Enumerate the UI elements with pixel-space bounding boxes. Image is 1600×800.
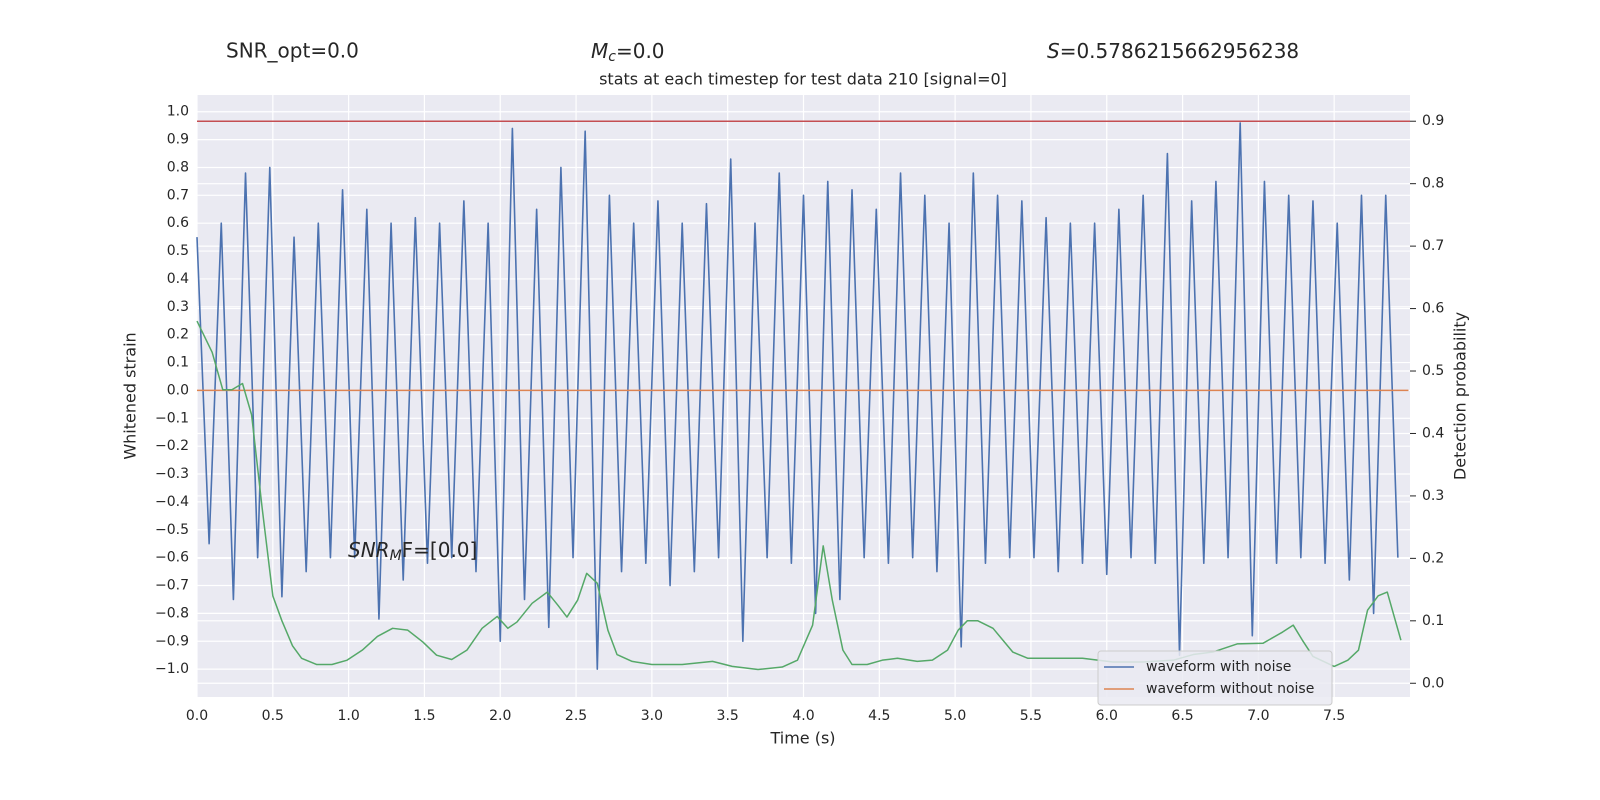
x-tick-label: 0.5 bbox=[262, 708, 284, 724]
y-tick-label: −0.1 bbox=[155, 410, 189, 426]
y-tick-label: 0.7 bbox=[167, 187, 189, 203]
x-tick-label: 1.5 bbox=[413, 708, 435, 724]
y-tick-label: −1.0 bbox=[155, 661, 189, 677]
y-tick-label: 0.5 bbox=[167, 243, 189, 259]
x-tick-label: 7.5 bbox=[1323, 708, 1345, 724]
y2-tick-label: 0.2 bbox=[1422, 550, 1444, 566]
y-tick-label: 1.0 bbox=[167, 104, 189, 120]
x-tick-label: 2.5 bbox=[565, 708, 587, 724]
y2-tick-label: 0.0 bbox=[1422, 675, 1444, 691]
legend-box bbox=[1097, 650, 1333, 706]
y-tick-label: −0.2 bbox=[155, 438, 189, 454]
value: =0.5786215662956238 bbox=[1060, 39, 1299, 63]
y-tick-label: 0.2 bbox=[167, 327, 189, 343]
y-tick-label: 0.9 bbox=[167, 132, 189, 148]
y2-axis-label: Detection probability bbox=[1451, 312, 1470, 480]
y-tick-label: −0.7 bbox=[155, 578, 189, 594]
x-tick-label: 7.0 bbox=[1247, 708, 1269, 724]
y-tick-label: 0.3 bbox=[167, 299, 189, 315]
legend-label: waveform with noise bbox=[1146, 659, 1291, 675]
y2-tick-label: 0.4 bbox=[1422, 425, 1444, 441]
y-tick-label: −0.3 bbox=[155, 466, 189, 482]
y2-tick-label: 0.7 bbox=[1422, 238, 1444, 254]
x-tick-label: 0.0 bbox=[186, 708, 208, 724]
x-tick-label: 6.5 bbox=[1171, 708, 1193, 724]
series-line bbox=[196, 122, 1399, 670]
x-tick-label: 1.0 bbox=[337, 708, 359, 724]
subscript: M bbox=[390, 548, 402, 564]
x-tick-label: 5.5 bbox=[1020, 708, 1042, 724]
y-tick-label: 0.4 bbox=[167, 271, 189, 287]
x-tick-label: 4.5 bbox=[868, 708, 890, 724]
y-axis-label: Whitened strain bbox=[121, 332, 140, 459]
subscript: c bbox=[608, 49, 616, 65]
symbol: M bbox=[591, 39, 608, 63]
y-tick-label: 0.0 bbox=[167, 382, 189, 398]
y-tick-label: −0.8 bbox=[155, 605, 189, 621]
symbol: S bbox=[1047, 39, 1060, 63]
score: S=0.5786215662956238 bbox=[1047, 39, 1299, 63]
y-tick-label: 0.1 bbox=[167, 355, 189, 371]
x-tick-label: 3.0 bbox=[641, 708, 663, 724]
y-tick-label: −0.9 bbox=[155, 633, 189, 649]
y-tick-label: −0.6 bbox=[155, 550, 189, 566]
y-tick-label: 0.8 bbox=[167, 159, 189, 175]
y-tick-label: 0.6 bbox=[167, 215, 189, 231]
x-tick-label: 6.0 bbox=[1096, 708, 1118, 724]
snr-opt: SNR_opt=0.0 bbox=[226, 39, 359, 63]
value: F=[0.0] bbox=[402, 538, 478, 562]
legend-label: waveform without noise bbox=[1146, 681, 1314, 697]
y2-tick-label: 0.5 bbox=[1422, 363, 1444, 379]
x-tick-label: 2.0 bbox=[489, 708, 511, 724]
y2-tick-label: 0.8 bbox=[1422, 176, 1444, 192]
x-tick-label: 5.0 bbox=[944, 708, 966, 724]
annotation: SNRMF=[0.0] bbox=[348, 538, 477, 565]
x-tick-label: 4.0 bbox=[792, 708, 814, 724]
y-tick-label: −0.5 bbox=[155, 522, 189, 538]
chirp-mass: Mc=0.0 bbox=[591, 39, 665, 66]
symbol: SNR bbox=[348, 538, 390, 562]
y2-tick-label: 0.9 bbox=[1422, 113, 1444, 129]
x-tick-label: 3.5 bbox=[717, 708, 739, 724]
y2-tick-label: 0.1 bbox=[1422, 613, 1444, 629]
y2-tick-label: 0.3 bbox=[1422, 488, 1444, 504]
value: =0.0 bbox=[616, 39, 665, 63]
chart-title: stats at each timestep for test data 210… bbox=[599, 70, 1007, 89]
y-tick-label: −0.4 bbox=[155, 494, 189, 510]
y2-tick-label: 0.6 bbox=[1422, 301, 1444, 317]
x-axis-label: Time (s) bbox=[769, 729, 835, 748]
